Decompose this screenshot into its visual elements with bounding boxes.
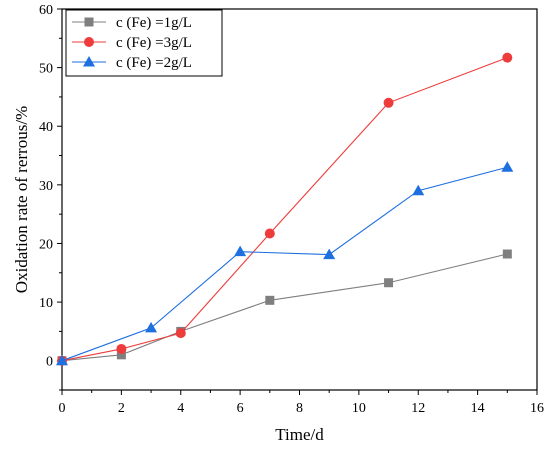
- x-axis-title: Time/d: [275, 425, 324, 444]
- x-tick-label: 12: [411, 401, 425, 416]
- data-point: [501, 161, 514, 172]
- y-tick-label: 50: [39, 62, 53, 77]
- legend-label: c (Fe) =1g/L: [116, 15, 192, 31]
- data-point: [116, 343, 127, 354]
- series-line: [61, 166, 508, 362]
- y-axis-title: Oxidation rate of rerrous/%: [12, 106, 31, 293]
- data-point: [265, 295, 275, 305]
- legend: c (Fe) =1g/L c (Fe) =3g/L c (Fe) =2g/L: [65, 9, 223, 77]
- x-tick-label: 2: [118, 401, 125, 416]
- x-tick-label: 10: [352, 401, 366, 416]
- legend-entry: c (Fe) =1g/L: [72, 15, 192, 31]
- legend-marker: [83, 56, 95, 67]
- data-point: [412, 184, 425, 196]
- x-tick-label: 4: [177, 401, 184, 416]
- legend-label: c (Fe) =3g/L: [116, 35, 192, 51]
- x-tick-label: 16: [530, 401, 544, 416]
- legend-marker: [84, 37, 94, 47]
- y-tick-label: 20: [39, 237, 53, 252]
- y-tick-label: 10: [39, 296, 53, 311]
- data-point: [234, 245, 247, 257]
- legend-entry: c (Fe) =3g/L: [72, 35, 192, 51]
- data-point: [145, 321, 158, 333]
- data-point: [323, 248, 336, 260]
- series-2: [57, 52, 513, 366]
- data-point: [175, 328, 186, 339]
- y-tick-label: 40: [39, 120, 53, 135]
- y-tick-label: 60: [39, 3, 53, 18]
- series-3: [56, 161, 514, 366]
- series-line: [61, 57, 508, 362]
- legend-label: c (Fe) =2g/L: [116, 55, 192, 71]
- y-tick-label: 30: [39, 179, 53, 194]
- data-point: [384, 278, 394, 288]
- x-tick-label: 6: [237, 401, 244, 416]
- series-line: [61, 253, 508, 362]
- y-tick-label: 0: [46, 355, 53, 370]
- data-point: [383, 97, 394, 108]
- x-tick-label: 14: [471, 401, 485, 416]
- series-layer: [56, 52, 514, 366]
- x-tick-label: 8: [296, 401, 303, 416]
- data-point: [116, 350, 126, 360]
- legend-entry: c (Fe) =2g/L: [72, 55, 192, 71]
- data-point: [56, 354, 68, 366]
- axes: 0 2 4 6 8 10 12 14 16 0 10 20 30 40 50 60: [39, 3, 544, 416]
- data-point: [502, 249, 512, 259]
- data-point: [502, 52, 513, 63]
- x-tick-label: 0: [59, 401, 66, 416]
- data-point: [264, 228, 275, 239]
- legend-marker: [84, 17, 94, 27]
